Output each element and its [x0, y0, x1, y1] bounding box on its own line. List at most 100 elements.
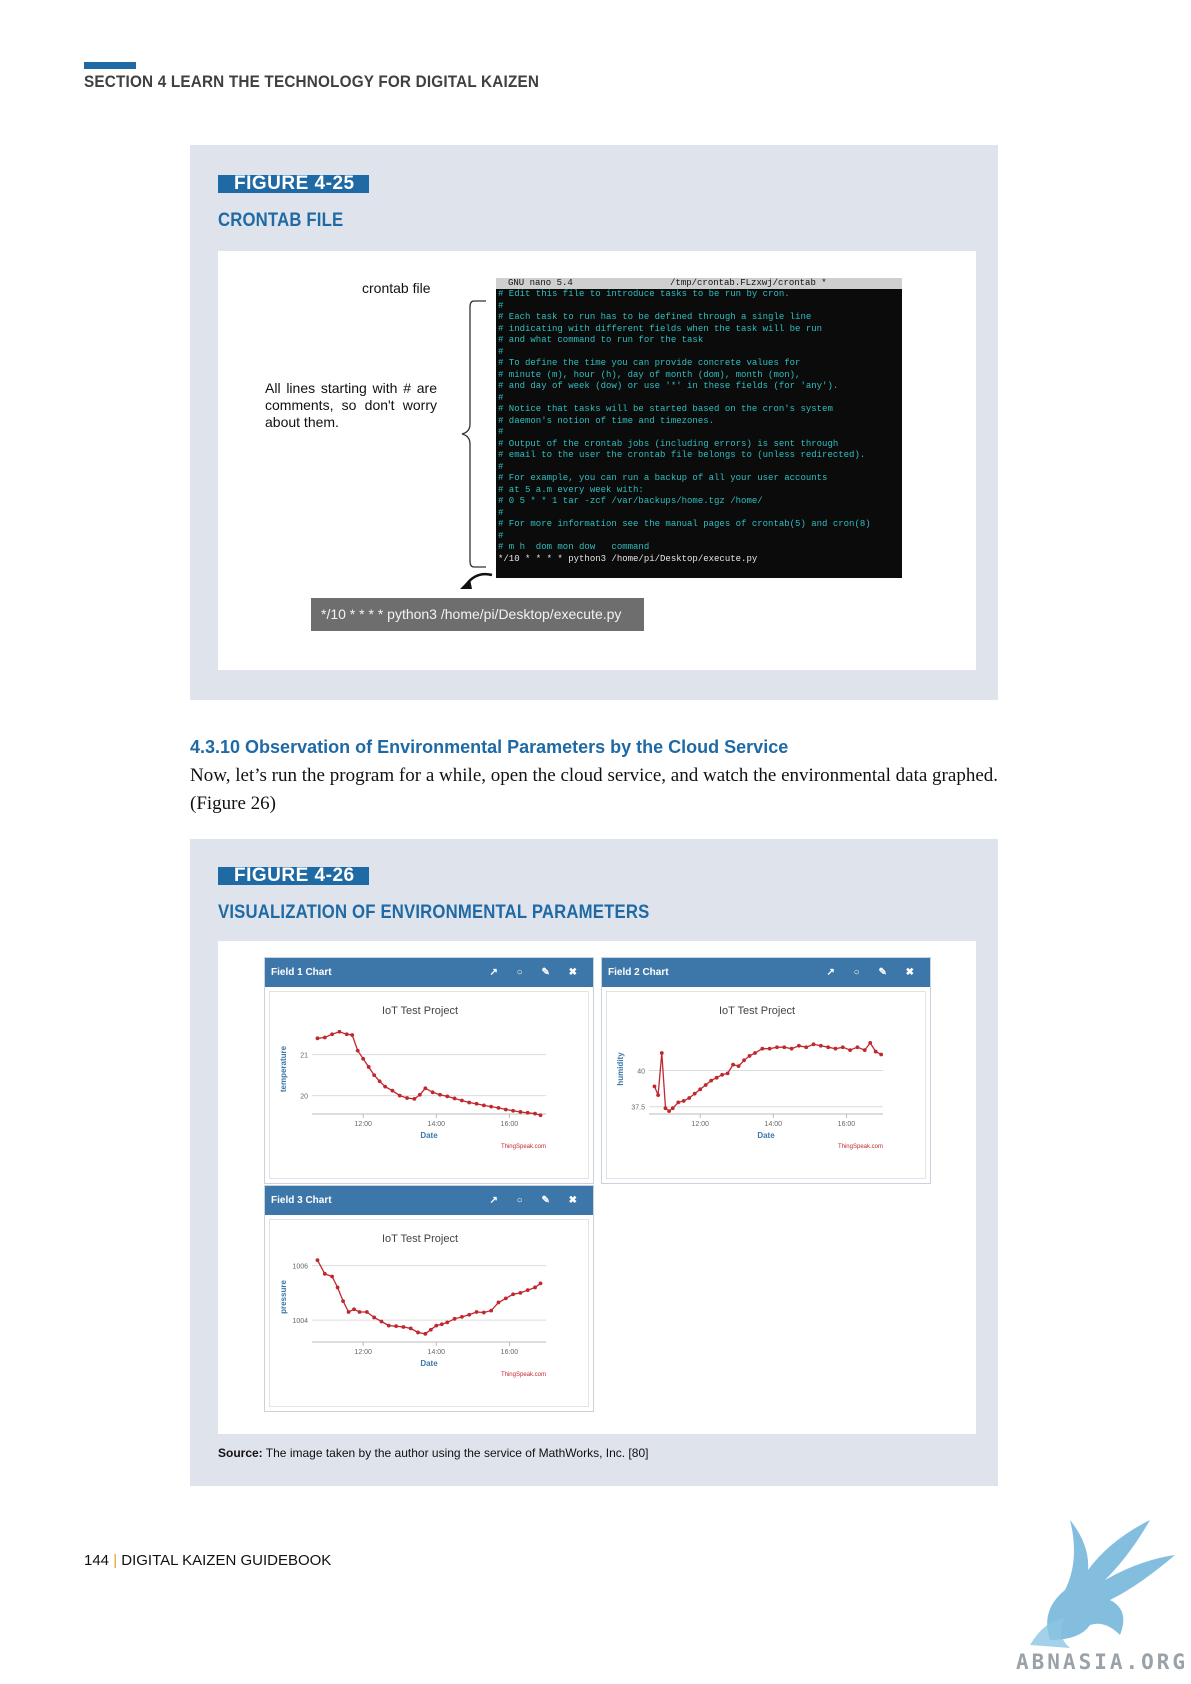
data-point — [811, 1042, 816, 1047]
data-point — [408, 1326, 413, 1331]
data-point — [703, 1083, 708, 1087]
data-point — [350, 1033, 355, 1037]
terminal-line: # To define the time you can provide con… — [498, 358, 801, 368]
terminal-lines: # Edit this file to introduce tasks to b… — [496, 289, 902, 554]
x-tick-label: 12:00 — [691, 1121, 709, 1128]
data-point — [670, 1106, 675, 1111]
data-point — [848, 1048, 852, 1053]
terminal-line: # Output of the crontab jobs (including … — [498, 438, 839, 449]
x-tick-label: 16:00 — [501, 1121, 519, 1128]
data-point — [868, 1040, 873, 1045]
y-axis-label: pressure — [279, 1280, 288, 1314]
x-tick-label: 14:00 — [765, 1121, 783, 1128]
cron-command-box: */10 * * * * python3 /home/pi/Desktop/ex… — [311, 598, 644, 631]
terminal-line: # — [498, 461, 504, 472]
data-point — [496, 1300, 501, 1305]
data-point — [474, 1310, 479, 1314]
data-point — [341, 1299, 345, 1303]
panel-tool-icons[interactable]: ↗ ○ ✎ ✖ — [489, 967, 585, 978]
figure-source: Source: The image taken by the author us… — [218, 1446, 648, 1460]
terminal-line: # — [498, 392, 504, 403]
data-point — [782, 1045, 787, 1050]
data-point — [346, 1310, 351, 1314]
data-point — [789, 1046, 794, 1051]
data-point — [804, 1045, 809, 1050]
panel-tool-icons[interactable]: ↗ ○ ✎ ✖ — [489, 1195, 585, 1206]
chart-title: IoT Test Project — [382, 1233, 458, 1245]
data-point — [873, 1049, 878, 1054]
data-point — [452, 1096, 457, 1101]
data-point — [714, 1075, 719, 1080]
data-point — [357, 1310, 362, 1314]
page-number: 144 — [84, 1552, 110, 1569]
field1-chart-panel: Field 1 Chart ↗ ○ ✎ ✖ IoT Test Project 20… — [264, 957, 594, 1184]
figure-26-box: FIGURE 4-26 VISUALIZATION OF ENVIRONMENT… — [190, 839, 998, 1486]
curved-arrow-icon — [460, 572, 493, 589]
data-point — [434, 1323, 439, 1328]
source-label: Source: — [218, 1446, 263, 1460]
terminal-line: # — [498, 507, 504, 518]
data-point — [525, 1288, 530, 1293]
terminal-line: # minute (m), hour (h), day of month (do… — [498, 369, 801, 380]
data-point — [405, 1096, 409, 1100]
data-point — [481, 1310, 486, 1315]
data-point — [736, 1064, 741, 1068]
x-tick-label: 14:00 — [428, 1349, 446, 1356]
data-point — [533, 1285, 537, 1290]
data-point — [452, 1316, 457, 1321]
series-line — [316, 1259, 541, 1335]
data-point — [416, 1330, 420, 1335]
terminal-line: # — [498, 300, 504, 311]
data-point — [753, 1051, 757, 1055]
field3-chart-panel: Field 3 Chart ↗ ○ ✎ ✖ IoT Test Project 10… — [264, 1185, 594, 1412]
data-point — [460, 1315, 464, 1319]
data-point — [503, 1107, 508, 1112]
data-point — [840, 1045, 845, 1050]
data-point — [412, 1096, 417, 1101]
series-line — [653, 1041, 882, 1112]
footer-separator: | — [109, 1552, 122, 1569]
data-point — [496, 1105, 501, 1110]
data-point — [797, 1043, 801, 1048]
data-point — [489, 1104, 494, 1109]
y-tick-label: 20 — [300, 1094, 308, 1101]
terminal-line: # at 5 a.m every week with: — [498, 484, 644, 495]
y-axis-label: temperature — [279, 1045, 288, 1092]
terminal-line: # daemon's notion of time and timezones. — [498, 415, 715, 426]
data-point — [681, 1099, 686, 1103]
x-tick-label: 12:00 — [354, 1121, 372, 1128]
chart-title: IoT Test Project — [719, 1005, 795, 1017]
data-point — [315, 1258, 320, 1263]
data-point — [731, 1062, 735, 1067]
field2-chart-body: IoT Test Project 37.5 40 12:00 14:00 16:00 Dat… — [606, 991, 926, 1179]
terminal-header: GNU nano 5.4 /tmp/crontab.FLzxwj/crontab… — [496, 278, 902, 289]
data-point — [525, 1110, 530, 1115]
data-point — [676, 1100, 681, 1105]
data-point — [818, 1043, 823, 1048]
section-accent-bar — [84, 62, 136, 69]
terminal-line: # Notice that tasks will be started base… — [498, 404, 833, 414]
terminal-line: # Each task to run has to be defined thr… — [498, 312, 812, 322]
field2-chart-panel: Field 2 Chart ↗ ○ ✎ ✖ IoT Test Project 37… — [601, 957, 931, 1184]
data-point — [401, 1325, 406, 1329]
panel-tool-icons[interactable]: ↗ ○ ✎ ✖ — [826, 967, 922, 978]
data-point — [725, 1071, 730, 1076]
data-point — [379, 1319, 384, 1324]
figure-25-tag: FIGURE 4-25 — [218, 174, 369, 193]
y-tick-label: 1004 — [292, 1318, 308, 1325]
data-point — [862, 1048, 867, 1053]
chart-credit: ThingSpeak.com — [501, 1144, 546, 1150]
data-point — [355, 1048, 360, 1053]
data-point — [692, 1091, 697, 1096]
comment-note: All lines starting with # are comments, … — [265, 380, 437, 430]
figure-26-image: Field 1 Chart ↗ ○ ✎ ✖ IoT Test Project 20… — [218, 941, 976, 1434]
data-point — [879, 1052, 884, 1057]
data-point — [330, 1032, 335, 1037]
terminal-line: # and what command to run for the task — [498, 335, 704, 345]
data-point — [474, 1101, 479, 1106]
series-line — [317, 1031, 541, 1116]
data-point — [322, 1271, 327, 1276]
field1-chart-title: Field 1 Chart — [271, 967, 332, 978]
data-point — [855, 1045, 860, 1050]
terminal-cron-entry: */10 * * * * python3 /home/pi/Desktop/ex… — [498, 553, 758, 564]
